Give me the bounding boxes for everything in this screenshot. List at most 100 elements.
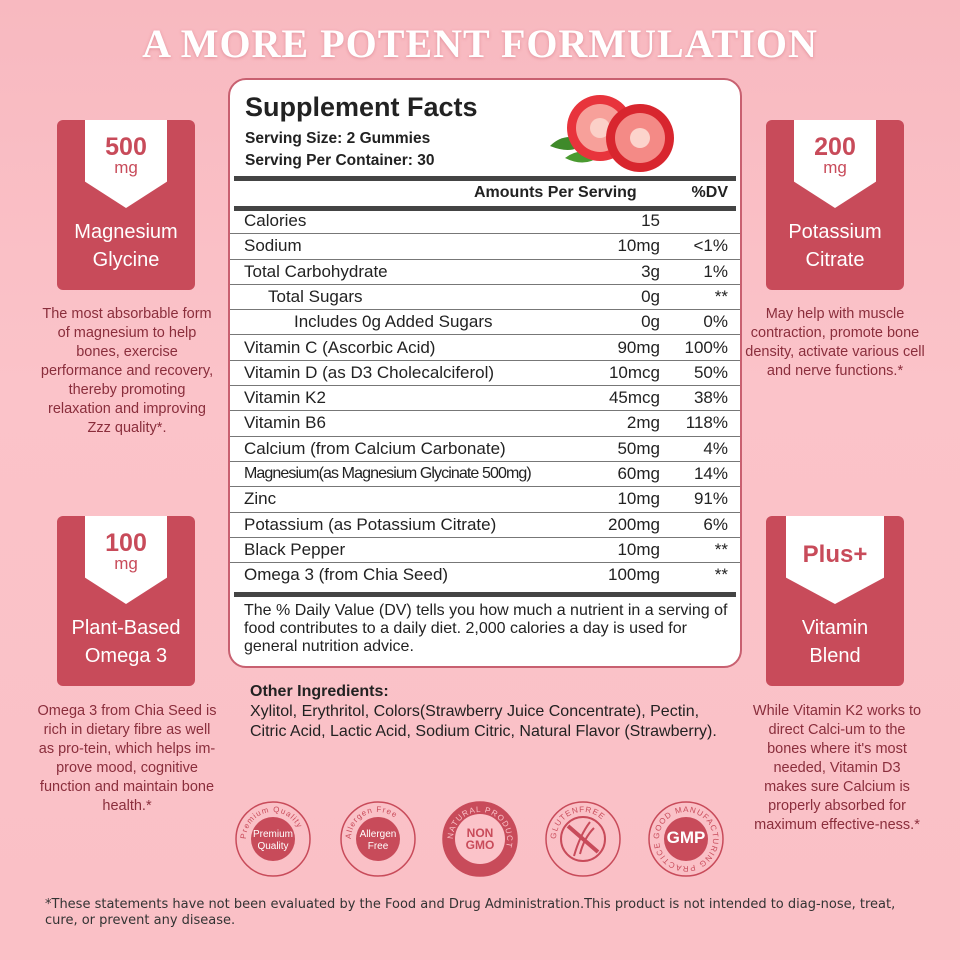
feature-unit: mg — [114, 158, 138, 177]
nutrient-name: Omega 3 (from Chia Seed) — [244, 565, 449, 585]
svg-text:Quality: Quality — [257, 841, 288, 852]
strawberry-image — [550, 95, 674, 172]
nutrient-amount: 45mcg — [608, 388, 660, 408]
nutrient-row: Sodium 10mg <1% — [230, 234, 740, 260]
nutrient-name: Zinc — [244, 489, 277, 509]
nutrient-name: Calories — [244, 211, 307, 230]
feature-unit: mg — [823, 158, 847, 177]
dv-note: The % Daily Value (DV) tells you how muc… — [244, 602, 728, 655]
feature-label: Magnesium Glycine — [74, 221, 178, 271]
svg-text:Premium: Premium — [253, 829, 293, 840]
nutrient-amount: 50mg — [617, 438, 660, 458]
nutrient-row: Magnesium(as Magnesium Glycinate 500mg) 6… — [230, 462, 740, 488]
col-amount-header: Amounts Per Serving — [474, 184, 637, 201]
divider — [234, 206, 736, 211]
other-ingredients: Other Ingredients: Xylitol, Erythritol, … — [250, 682, 720, 742]
feature-unit: mg — [114, 554, 138, 573]
feature-desc: While Vitamin K2 works to direct Calci-u… — [752, 703, 922, 833]
feature-omega3: 100 mg Plant-Based Omega 3 — [57, 516, 195, 686]
nutrient-name: Calcium (from Calcium Carbonate) — [244, 438, 506, 458]
nutrient-name: Sodium — [244, 236, 302, 256]
col-dv-header: %DV — [691, 184, 728, 201]
nutrient-dv: ** — [714, 286, 728, 306]
nutrient-amount: 10mg — [617, 539, 660, 559]
nutrient-row: Calcium (from Calcium Carbonate) 50mg 4% — [230, 437, 740, 462]
nutrient-row: Calories 15 — [230, 209, 740, 235]
feature-label: Potassium Citrate — [788, 221, 882, 271]
nutrient-row: Includes 0g Added Sugars 0g 0% — [230, 310, 740, 336]
feature-label: Vitamin Blend — [801, 617, 869, 667]
feature-desc: Omega 3 from Chia Seed is rich in dietar… — [37, 703, 217, 814]
nutrient-dv: 118% — [685, 413, 728, 433]
nutrient-row: Vitamin K2 45mcg 38% — [230, 386, 740, 412]
svg-text:Allergen: Allergen — [360, 829, 397, 840]
feature-value: 500 — [105, 133, 147, 161]
nutrient-name: Magnesium(as Magnesium Glycinate 500mg) — [244, 465, 532, 482]
svg-text:NON: NON — [467, 826, 494, 840]
nutrient-dv: ** — [714, 565, 728, 585]
nutrient-row: Vitamin C (Ascorbic Acid) 90mg 100% — [230, 336, 740, 361]
divider — [234, 176, 736, 181]
facts-title: Supplement Facts — [245, 92, 478, 122]
svg-text:GMP: GMP — [667, 828, 706, 847]
nutrient-amount: 15 — [641, 211, 660, 230]
nutrient-amount: 2mg — [626, 413, 660, 433]
feature-magnesium: 500 mg Magnesium Glycine — [57, 120, 195, 290]
nutrient-dv: ** — [714, 539, 728, 559]
feature-value: 100 — [105, 529, 147, 557]
nutrient-name: Vitamin C (Ascorbic Acid) — [244, 337, 436, 357]
nutrient-dv: 1% — [703, 261, 728, 281]
serving-size: Serving Size: 2 Gummies — [245, 130, 431, 147]
nutrient-name: Black Pepper — [244, 539, 346, 559]
feature-value: 200 — [814, 133, 856, 161]
nutrient-dv: 38% — [693, 388, 728, 408]
nutrient-name: Vitamin D (as D3 Cholecalciferol) — [244, 362, 495, 382]
feature-desc: May help with muscle contraction, promot… — [745, 306, 925, 379]
nutrient-row: Omega 3 (from Chia Seed) 100mg ** — [230, 563, 740, 588]
nutrient-row: Zinc 10mg 91% — [230, 487, 740, 513]
nutrient-dv: 14% — [693, 464, 728, 483]
nutrient-name: Total Carbohydrate — [244, 261, 388, 281]
feature-vitamin-blend: Plus+ Vitamin Blend — [766, 516, 904, 686]
nutrient-dv: 0% — [703, 312, 728, 332]
nutrient-amount: 10mg — [617, 236, 660, 256]
nutrient-row: Vitamin B6 2mg 118% — [230, 411, 740, 437]
headline: A MORE POTENT FORMULATION — [142, 21, 818, 66]
nutrient-amount: 3g — [641, 261, 660, 281]
nutrient-amount: 10mcg — [608, 362, 660, 382]
nutrient-row: Total Carbohydrate 3g 1% — [230, 260, 740, 285]
svg-text:Free: Free — [368, 841, 389, 852]
divider — [234, 592, 736, 597]
feature-value: Plus+ — [802, 541, 868, 568]
nutrient-row: Black Pepper 10mg ** — [230, 538, 740, 564]
nutrient-dv: <1% — [693, 236, 729, 256]
nutrient-name: Vitamin K2 — [244, 388, 326, 408]
nutrient-row: Potassium (as Potassium Citrate) 200mg 6% — [230, 513, 740, 538]
gluten-free-badge-icon: GLUTENFREE — [545, 801, 621, 877]
feature-label: Plant-Based Omega 3 — [71, 617, 181, 667]
other-ingredients-text: Xylitol, Erythritol, Colors(Strawberry J… — [250, 703, 717, 740]
svg-text:GMO: GMO — [466, 838, 495, 852]
other-ingredients-title: Other Ingredients: — [250, 683, 389, 700]
nutrient-dv: 50% — [693, 362, 728, 382]
nutrient-row: Total Sugars 0g ** — [230, 285, 740, 311]
nutrient-amount: 90mg — [617, 337, 660, 357]
feature-potassium: 200 mg Potassium Citrate — [766, 120, 904, 290]
fda-disclaimer: *These statements have not been evaluate… — [45, 897, 896, 928]
supplement-facts-panel: Supplement Facts Serving Size: 2 Gummies… — [228, 78, 742, 668]
nutrient-name: Includes 0g Added Sugars — [294, 312, 493, 332]
nutrient-amount: 200mg — [608, 514, 660, 534]
nutrient-name: Vitamin B6 — [244, 413, 326, 433]
nutrient-dv: 4% — [703, 438, 728, 458]
nutrient-dv: 91% — [693, 489, 728, 509]
nutrient-name: Potassium (as Potassium Citrate) — [244, 514, 497, 534]
nutrient-amount: 10mg — [617, 489, 660, 509]
feature-desc: The most absorbable form of magnesium to… — [40, 306, 214, 436]
nutrient-amount: 0g — [641, 312, 660, 332]
nutrient-amount: 60mg — [617, 464, 660, 483]
nutrient-amount: 100mg — [608, 565, 660, 585]
